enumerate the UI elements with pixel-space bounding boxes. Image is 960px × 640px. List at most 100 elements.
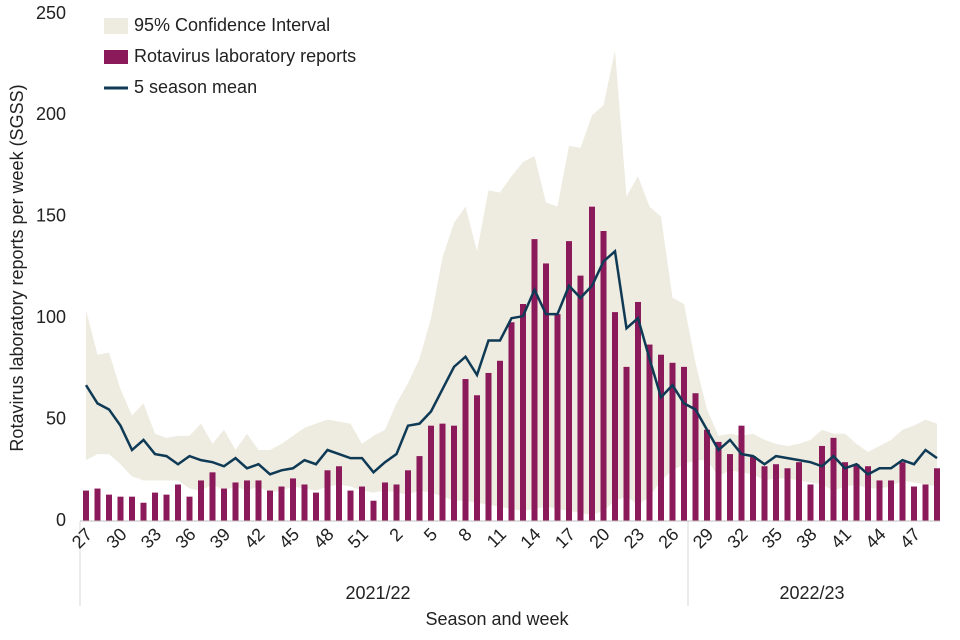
x-tick-label: 33	[137, 524, 165, 552]
bar	[911, 486, 917, 521]
bar	[416, 456, 423, 521]
bar	[704, 429, 710, 521]
bar	[451, 425, 457, 521]
bar	[508, 322, 515, 521]
bar	[865, 466, 871, 521]
x-tick-label: 14	[516, 524, 544, 552]
x-tick-label: 41	[827, 524, 855, 552]
bar	[888, 480, 894, 521]
x-tick-label: 29	[689, 524, 717, 552]
bar	[244, 480, 250, 521]
bar	[738, 425, 745, 521]
x-tick-label: 30	[102, 524, 130, 552]
plot: 0 50 100 150 200 250 27 30 33 36 39 42 45 48 51 2 5 8 11 14…	[36, 3, 940, 552]
bar	[842, 462, 848, 521]
x-tick-label: 5	[420, 524, 441, 545]
bar	[462, 379, 469, 521]
bar	[819, 445, 825, 521]
y-tick-label: 250	[36, 3, 66, 23]
bar	[600, 230, 607, 521]
bar	[658, 354, 664, 521]
bar	[290, 478, 296, 521]
bar	[198, 480, 204, 521]
bar	[715, 441, 722, 521]
y-axis-label: Rotavirus laboratory reports per week (S…	[7, 84, 27, 451]
x-tick-label: 17	[551, 524, 579, 552]
bar	[934, 468, 940, 521]
bar	[163, 494, 170, 521]
x-tick-label: 23	[620, 524, 648, 552]
x-tick-label: 35	[758, 524, 786, 552]
bar	[623, 366, 630, 521]
y-tick-label: 150	[36, 206, 66, 226]
y-tick-label: 100	[36, 307, 66, 327]
bar	[577, 275, 584, 521]
bar	[681, 366, 687, 521]
x-tick-label: 42	[240, 524, 268, 552]
x-tick-label: 27	[68, 524, 96, 552]
bar	[278, 486, 285, 521]
x-tick-label: 51	[344, 524, 372, 552]
bar	[186, 496, 193, 521]
bar	[382, 482, 388, 521]
bar	[83, 490, 89, 521]
bar	[853, 464, 860, 521]
bar	[336, 466, 342, 521]
bar	[773, 464, 779, 521]
bar	[531, 239, 538, 521]
bar	[669, 362, 676, 521]
bar	[554, 314, 561, 521]
x-tick-label: 32	[723, 524, 751, 552]
bar	[922, 484, 929, 521]
x-tick-label: 8	[454, 524, 475, 545]
bar	[393, 484, 400, 521]
bar	[347, 490, 354, 521]
bar	[646, 344, 653, 521]
bar	[255, 480, 262, 521]
bar	[497, 360, 503, 521]
bar	[612, 312, 618, 521]
bar	[727, 454, 733, 521]
x-tick-label: 2	[385, 524, 406, 545]
bar	[232, 482, 239, 521]
bar	[221, 488, 227, 521]
bar	[428, 425, 434, 521]
x-tick-label: 48	[309, 524, 337, 552]
bar	[313, 492, 319, 521]
x-tick-label: 44	[861, 524, 889, 552]
bar	[129, 496, 135, 521]
bar	[359, 486, 365, 521]
bar	[750, 456, 756, 521]
x-tick-label: 36	[171, 524, 199, 552]
bar	[474, 395, 480, 521]
y-tick-label: 200	[36, 104, 66, 124]
bar	[301, 484, 308, 521]
bar	[796, 462, 802, 521]
bar	[876, 480, 883, 521]
bar	[566, 241, 572, 522]
bar	[267, 490, 273, 521]
y-tick-label: 0	[56, 510, 66, 530]
legend-label: Rotavirus laboratory reports	[134, 46, 356, 66]
mean-line	[84, 248, 938, 476]
bar	[543, 263, 549, 521]
confidence-band	[86, 50, 937, 515]
bar	[209, 472, 216, 521]
bar	[370, 500, 377, 521]
x-tick-label: 39	[206, 524, 234, 552]
bar	[117, 496, 124, 521]
x-tick-label: 45	[275, 524, 303, 552]
y-tick-label: 50	[46, 408, 66, 428]
legend-swatch	[104, 50, 128, 64]
bar	[520, 304, 526, 521]
bar	[106, 494, 112, 521]
legend-swatch	[104, 18, 128, 34]
bar	[807, 484, 814, 521]
x-tick-label: 47	[896, 524, 924, 552]
bar	[485, 372, 492, 521]
bar	[635, 301, 641, 521]
bar	[94, 488, 101, 521]
bar	[899, 462, 906, 521]
season-label: 2022/23	[779, 583, 844, 603]
